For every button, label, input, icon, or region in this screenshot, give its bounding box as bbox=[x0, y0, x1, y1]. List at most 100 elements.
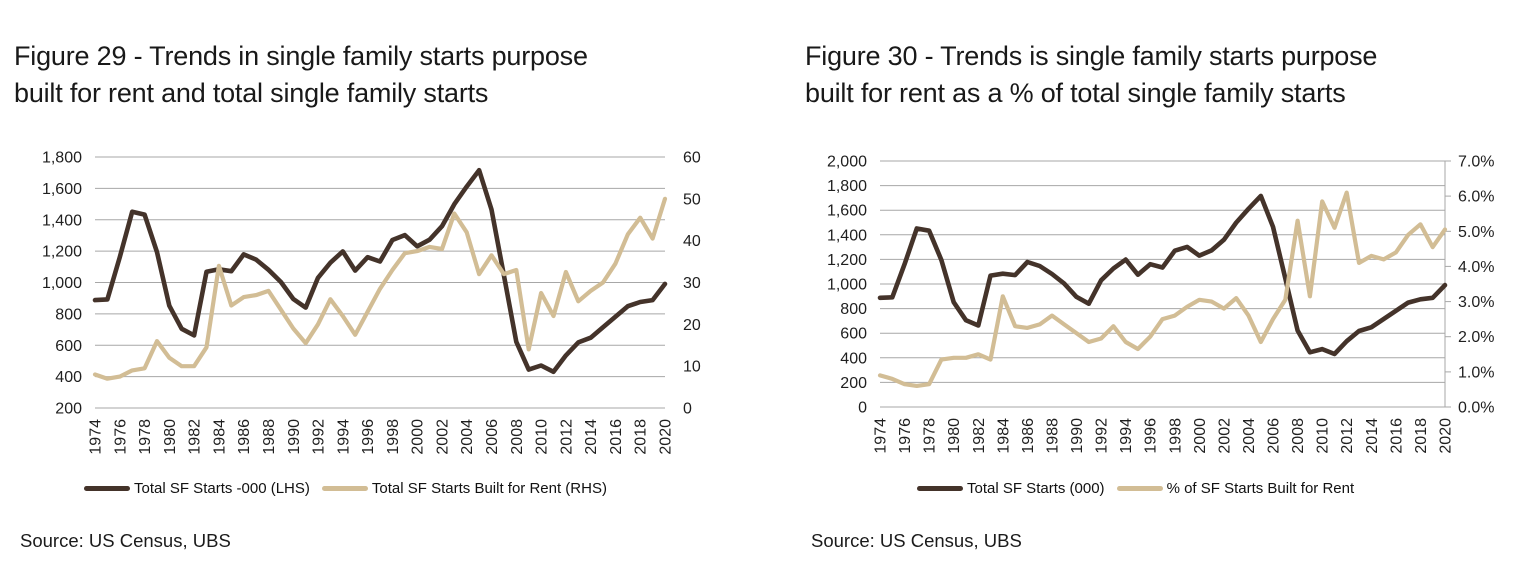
dark-line-swatch-icon bbox=[917, 485, 963, 491]
legend-label: Total SF Starts (000) bbox=[967, 479, 1105, 497]
svg-text:1978: 1978 bbox=[922, 418, 939, 454]
svg-text:2016: 2016 bbox=[1388, 418, 1405, 454]
svg-text:5.0%: 5.0% bbox=[1458, 224, 1494, 241]
svg-text:1982: 1982 bbox=[187, 419, 204, 455]
svg-text:1,000: 1,000 bbox=[827, 277, 867, 294]
svg-text:3.0%: 3.0% bbox=[1458, 294, 1494, 311]
svg-text:1980: 1980 bbox=[946, 418, 963, 454]
report-figures-row: Figure 29 - Trends in single family star… bbox=[0, 0, 1536, 552]
svg-text:2.0%: 2.0% bbox=[1458, 329, 1494, 346]
left-axis-labels: 0 200 400 600 800 1,000 1,200 1,400 1,600 1,800 2,… bbox=[827, 154, 867, 417]
figure-29-source: Source: US Census, UBS bbox=[20, 530, 231, 551]
svg-text:1996: 1996 bbox=[360, 419, 377, 455]
gridlines bbox=[95, 156, 665, 409]
svg-text:2020: 2020 bbox=[1438, 418, 1455, 454]
svg-text:1980: 1980 bbox=[162, 419, 179, 455]
svg-text:40: 40 bbox=[683, 233, 701, 250]
figure-30: Figure 30 - Trends is single family star… bbox=[768, 0, 1536, 552]
svg-text:2018: 2018 bbox=[1413, 418, 1430, 454]
svg-text:2002: 2002 bbox=[435, 419, 452, 455]
svg-text:1992: 1992 bbox=[311, 419, 328, 455]
right-axis-labels: 0.0% 1.0% 2.0% 3.0% 4.0% 5.0% 6.0% 7.0% bbox=[1458, 154, 1494, 417]
figure-29: Figure 29 - Trends in single family star… bbox=[0, 0, 768, 552]
svg-text:1,800: 1,800 bbox=[827, 178, 867, 195]
tan-line-swatch-icon bbox=[1116, 485, 1163, 491]
figure-29-line-chart: 200 400 600 800 1,000 1,200 1,400 1,600 1,800 0 10… bbox=[42, 150, 701, 455]
svg-text:1976: 1976 bbox=[897, 418, 914, 454]
figure-30-chart-area: 0 200 400 600 800 1,000 1,200 1,400 1,600 1,800 2,… bbox=[805, 140, 1536, 476]
svg-text:0: 0 bbox=[858, 400, 867, 417]
svg-text:2008: 2008 bbox=[1290, 418, 1307, 454]
figure-30-title: Figure 30 - Trends is single family star… bbox=[805, 38, 1536, 112]
svg-text:1992: 1992 bbox=[1094, 418, 1111, 454]
figure-30-title-line2: built for rent as a % of total single fa… bbox=[805, 78, 1346, 108]
svg-text:400: 400 bbox=[55, 369, 82, 386]
svg-text:2,000: 2,000 bbox=[827, 154, 867, 171]
legend-label: Total SF Starts Built for Rent (RHS) bbox=[371, 479, 607, 497]
series-line-built-for-rent bbox=[92, 196, 668, 381]
figure-29-title: Figure 29 - Trends in single family star… bbox=[14, 38, 768, 112]
svg-text:600: 600 bbox=[55, 338, 82, 355]
svg-text:2000: 2000 bbox=[1192, 418, 1209, 454]
svg-text:1,800: 1,800 bbox=[42, 150, 82, 167]
svg-text:1986: 1986 bbox=[236, 419, 253, 455]
svg-text:600: 600 bbox=[840, 326, 867, 343]
legend-item-total-sf-starts-lhs: Total SF Starts -000 (LHS) bbox=[84, 480, 310, 497]
svg-text:1986: 1986 bbox=[1020, 418, 1037, 454]
figure-29-title-line1: Figure 29 - Trends in single family star… bbox=[14, 41, 588, 71]
svg-text:1,200: 1,200 bbox=[42, 244, 82, 261]
svg-text:6.0%: 6.0% bbox=[1458, 189, 1494, 206]
svg-text:0: 0 bbox=[683, 401, 692, 418]
svg-text:1978: 1978 bbox=[137, 419, 154, 455]
svg-text:1,200: 1,200 bbox=[827, 252, 867, 269]
series-line-total-sf-starts bbox=[92, 167, 668, 375]
legend-item-built-for-rent-rhs: Total SF Starts Built for Rent (RHS) bbox=[321, 479, 607, 497]
svg-text:1,400: 1,400 bbox=[827, 227, 867, 244]
svg-text:1990: 1990 bbox=[1069, 418, 1086, 454]
series-line-built-for-rent bbox=[877, 190, 1448, 388]
x-axis-labels: 1974 1976 1978 1980 1982 1984 1986 1988 1990 1992… bbox=[873, 418, 1455, 454]
left-axis-labels: 200 400 600 800 1,000 1,200 1,400 1,600 1,800 bbox=[42, 150, 82, 418]
svg-text:1.0%: 1.0% bbox=[1458, 364, 1494, 381]
svg-text:2020: 2020 bbox=[658, 419, 675, 455]
svg-text:7.0%: 7.0% bbox=[1458, 154, 1494, 171]
svg-text:2000: 2000 bbox=[410, 419, 427, 455]
figure-30-source: Source: US Census, UBS bbox=[811, 530, 1022, 551]
svg-text:800: 800 bbox=[55, 306, 82, 323]
svg-text:30: 30 bbox=[683, 275, 701, 292]
svg-text:2012: 2012 bbox=[1339, 418, 1356, 454]
svg-text:800: 800 bbox=[840, 301, 867, 318]
svg-text:1976: 1976 bbox=[112, 419, 129, 455]
svg-text:10: 10 bbox=[683, 359, 701, 376]
svg-text:4.0%: 4.0% bbox=[1458, 259, 1494, 276]
series-line-total-sf-starts bbox=[877, 193, 1448, 357]
svg-text:2010: 2010 bbox=[534, 419, 551, 455]
legend-item-total-sf-starts: Total SF Starts (000) bbox=[917, 480, 1105, 497]
svg-text:200: 200 bbox=[55, 401, 82, 418]
figure-30-legend: Total SF Starts (000) % of SF Starts Bui… bbox=[917, 478, 1536, 498]
svg-text:1988: 1988 bbox=[1045, 418, 1062, 454]
svg-text:1,600: 1,600 bbox=[827, 203, 867, 220]
svg-text:1,000: 1,000 bbox=[42, 275, 82, 292]
svg-text:1,600: 1,600 bbox=[42, 181, 82, 198]
svg-text:1990: 1990 bbox=[286, 419, 303, 455]
svg-text:2014: 2014 bbox=[1364, 418, 1381, 454]
svg-text:2014: 2014 bbox=[583, 419, 600, 455]
svg-text:2010: 2010 bbox=[1315, 418, 1332, 454]
svg-text:50: 50 bbox=[683, 191, 701, 208]
svg-text:1984: 1984 bbox=[211, 419, 228, 455]
legend-label: % of SF Starts Built for Rent bbox=[1166, 479, 1355, 497]
tan-line-swatch-icon bbox=[321, 485, 368, 491]
svg-text:2006: 2006 bbox=[1266, 418, 1283, 454]
figure-30-title-line1: Figure 30 - Trends is single family star… bbox=[805, 41, 1378, 71]
svg-text:2002: 2002 bbox=[1216, 418, 1233, 454]
dark-line-swatch-icon bbox=[84, 485, 130, 491]
svg-text:1996: 1996 bbox=[1143, 418, 1160, 454]
svg-text:2016: 2016 bbox=[608, 419, 625, 455]
svg-text:60: 60 bbox=[683, 150, 701, 167]
gridlines bbox=[880, 160, 1445, 408]
svg-text:1982: 1982 bbox=[971, 418, 988, 454]
svg-text:20: 20 bbox=[683, 317, 701, 334]
svg-text:1,400: 1,400 bbox=[42, 212, 82, 229]
figure-29-legend: Total SF Starts -000 (LHS) Total SF Star… bbox=[84, 478, 768, 498]
